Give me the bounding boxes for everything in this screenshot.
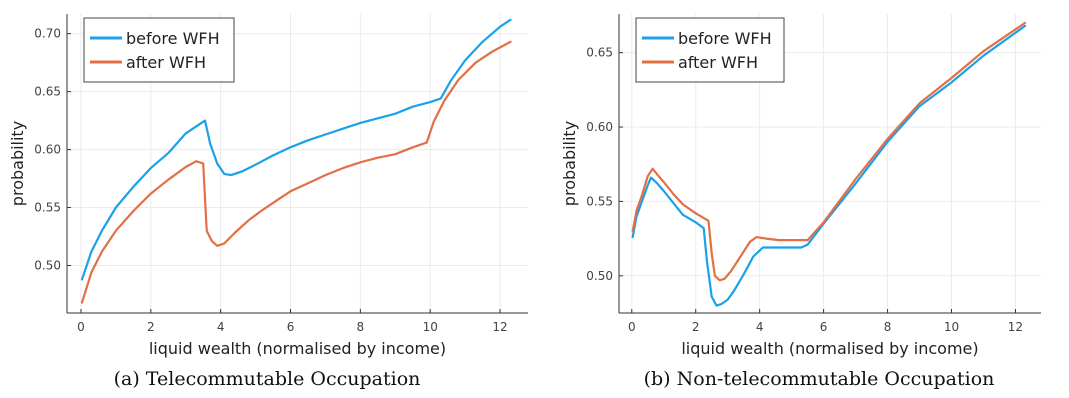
y-tick-label: 0.60 — [34, 143, 61, 157]
caption: (a) Telecommutable Occupation — [114, 368, 421, 390]
x-tick-label: 8 — [357, 320, 365, 334]
series-line-before-wfh — [80, 18, 512, 281]
legend-label-before-wfh: before WFH — [126, 29, 220, 48]
x-tick-label: 12 — [492, 320, 507, 334]
chart-panel-non-telecommutable: 0 2 4 6 8 10 12 0.50 0.55 0.60 0.65 before WFH aft… — [560, 14, 1041, 390]
x-tick-label: 10 — [423, 320, 438, 334]
legend-label-before-wfh: before WFH — [678, 29, 772, 48]
legend-label-after-wfh: after WFH — [126, 53, 206, 72]
x-tick-label: 0 — [628, 320, 636, 334]
x-tick-label: 2 — [692, 320, 700, 334]
legend-box — [83, 17, 235, 83]
y-axis-label: probability — [560, 121, 579, 206]
y-tick-label: 0.65 — [586, 46, 613, 60]
series-lines — [631, 21, 1027, 307]
x-tick-label: 4 — [756, 320, 764, 334]
series-line-after-wfh — [80, 40, 512, 304]
axes: 0 2 4 6 8 10 12 0.50 0.55 0.60 0.65 0.70 — [34, 14, 528, 334]
legend: before WFH after WFH — [635, 17, 785, 83]
x-tick-label: 2 — [147, 320, 155, 334]
y-tick-label: 0.50 — [586, 269, 613, 283]
legend: before WFH after WFH — [83, 17, 235, 83]
series-line-after-wfh — [631, 21, 1027, 282]
x-tick-label: 6 — [820, 320, 828, 334]
chart-panel-telecommutable: 0 2 4 6 8 10 12 0.50 0.55 0.60 0.65 0.70 before WFH… — [8, 14, 528, 390]
legend-box — [635, 17, 785, 83]
x-tick-label: 10 — [944, 320, 959, 334]
caption: (b) Non-telecommutable Occupation — [644, 368, 995, 390]
y-tick-label: 0.50 — [34, 258, 61, 272]
y-axis-label: probability — [8, 121, 27, 206]
y-tick-label: 0.70 — [34, 27, 61, 41]
legend-label-after-wfh: after WFH — [678, 53, 758, 72]
y-tick-label: 0.55 — [34, 201, 61, 215]
y-tick-label: 0.55 — [586, 194, 613, 208]
y-tick-label: 0.60 — [586, 120, 613, 134]
series-lines — [80, 18, 512, 304]
y-tick-label: 0.65 — [34, 85, 61, 99]
x-tick-label: 8 — [884, 320, 892, 334]
x-axis-label: liquid wealth (normalised by income) — [681, 339, 978, 358]
x-tick-label: 0 — [77, 320, 85, 334]
x-tick-label: 6 — [287, 320, 295, 334]
x-tick-label: 12 — [1008, 320, 1023, 334]
x-tick-label: 4 — [217, 320, 225, 334]
axes: 0 2 4 6 8 10 12 0.50 0.55 0.60 0.65 — [586, 14, 1041, 334]
series-line-before-wfh — [631, 24, 1027, 307]
x-axis-label: liquid wealth (normalised by income) — [149, 339, 446, 358]
